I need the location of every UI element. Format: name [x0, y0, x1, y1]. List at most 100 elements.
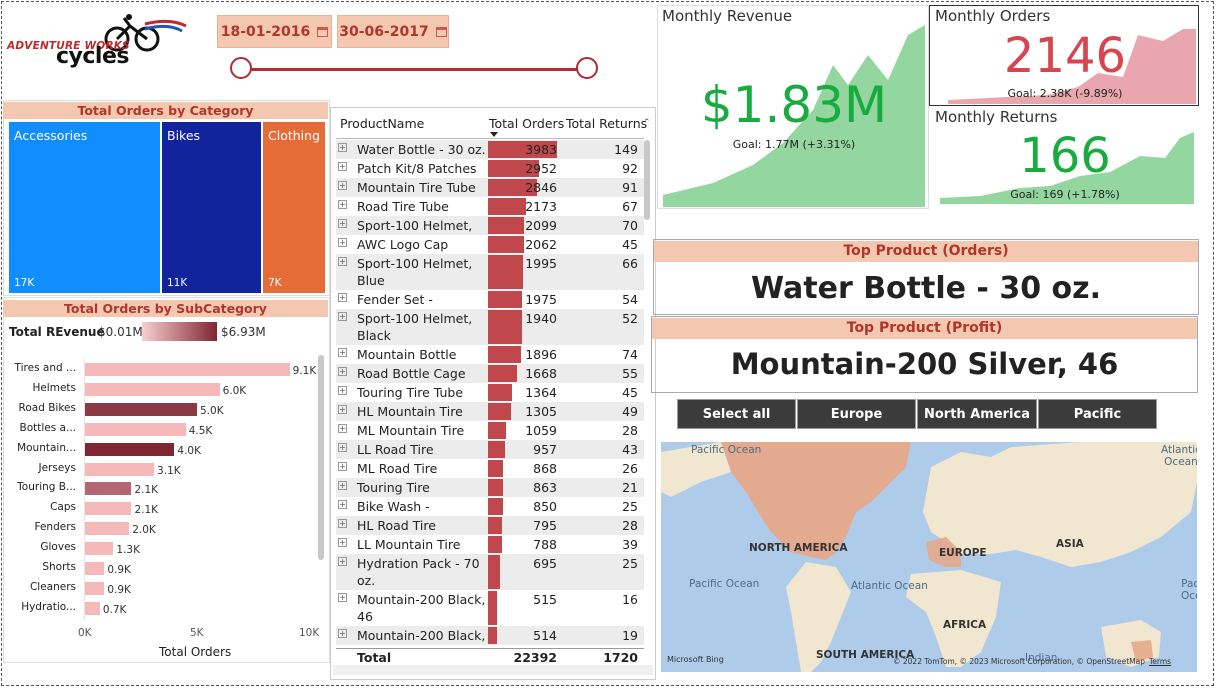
expand-icon[interactable]: +	[338, 312, 347, 321]
expand-icon[interactable]: +	[338, 424, 347, 433]
date-slider-start-handle[interactable]	[230, 57, 252, 79]
product-returns: 52	[622, 311, 638, 326]
table-row[interactable]: + Mountain-200 Black, 514 19	[336, 626, 644, 645]
expand-icon[interactable]: +	[338, 200, 347, 209]
product-name: LL Road Tire	[357, 442, 434, 457]
table-row[interactable]: + Mountain Tire Tube 2846 91	[336, 178, 644, 197]
expand-icon[interactable]: +	[338, 405, 347, 414]
end-date-field[interactable]: 30-06-2017	[337, 15, 449, 48]
product-name: Road Tire Tube	[357, 199, 449, 214]
table-row[interactable]: +Bike Wash - Dissolver85025	[336, 497, 644, 531]
expand-icon[interactable]: +	[338, 293, 347, 302]
expand-icon[interactable]: +	[338, 519, 347, 528]
expand-icon[interactable]: +	[338, 629, 347, 638]
total-divider	[336, 648, 644, 649]
expand-icon[interactable]: +	[338, 181, 347, 190]
table-row[interactable]: + Touring Tire 863 21	[336, 478, 644, 497]
table-scrollbar[interactable]	[644, 140, 650, 220]
expand-icon[interactable]: +	[338, 557, 347, 566]
table-row[interactable]: + Road Bottle Cage 1668 55	[336, 364, 644, 383]
table-row[interactable]: +Mountain Bottle Cage189674	[336, 345, 644, 379]
product-orders: 695	[533, 556, 557, 571]
top-profit-card	[651, 316, 1198, 393]
table-row[interactable]: + LL Mountain Tire 788 39	[336, 535, 644, 554]
table-row[interactable]: + Water Bottle - 30 oz. 3983 149	[336, 140, 644, 159]
map-label-africa: AFRICA	[943, 619, 987, 631]
expand-icon[interactable]: +	[338, 162, 347, 171]
table-row[interactable]: + ML Mountain Tire 1059 28	[336, 421, 644, 440]
col-header-orders[interactable]: Total Orders	[489, 116, 565, 131]
tile-label: Accessories	[14, 128, 88, 143]
pacific-button[interactable]: Pacific	[1038, 399, 1157, 429]
revenue-goal: Goal: 1.77M (+3.31%)	[732, 138, 856, 151]
table-row[interactable]: + Sport-100 Helmet, Black 1940 52	[336, 309, 644, 345]
table-row[interactable]: + Sport-100 Helmet, 2099 70	[336, 216, 644, 235]
map-label-pacific-left: Pacific Ocean	[691, 444, 762, 456]
product-orders: 1896	[525, 347, 557, 362]
table-row[interactable]: + Touring Tire Tube 1364 45	[336, 383, 644, 402]
expand-icon[interactable]: +	[338, 238, 347, 247]
expand-icon[interactable]: +	[338, 500, 347, 509]
table-row[interactable]: + AWC Logo Cap 2062 45	[336, 235, 644, 254]
expand-icon[interactable]: +	[338, 257, 347, 266]
product-orders: 2173	[525, 199, 557, 214]
returns-title: Monthly Returns	[935, 108, 1058, 126]
scroll-up-icon[interactable]: ⌃	[643, 118, 651, 128]
product-name: Water Bottle - 30 oz.	[357, 142, 486, 157]
orders-data-bar	[488, 217, 525, 234]
map-terms-link[interactable]: Terms	[1149, 657, 1172, 666]
orders-data-bar	[488, 479, 503, 496]
product-orders: 957	[533, 442, 557, 457]
table-row[interactable]: + Mountain-200 Black, 46 515 16	[336, 590, 644, 626]
expand-icon[interactable]: +	[338, 143, 347, 152]
expand-icon[interactable]: +	[338, 348, 347, 357]
europe-button[interactable]: Europe	[797, 399, 916, 429]
calendar-icon[interactable]	[317, 26, 329, 37]
product-returns: 26	[622, 461, 638, 476]
map-label-south-america: SOUTH AMERICA	[816, 649, 915, 661]
x-tick: 5K	[190, 627, 204, 639]
expand-icon[interactable]: +	[338, 593, 347, 602]
table-row[interactable]: + HL Mountain Tire 1305 49	[336, 402, 644, 421]
expand-icon[interactable]: +	[338, 481, 347, 490]
sales-map[interactable]: Pacific Ocean Atlantic Ocean NORTH AMERI…	[661, 442, 1197, 672]
table-row[interactable]: + ML Road Tire 868 26	[336, 459, 644, 478]
product-name: ML Road Tire	[357, 461, 438, 476]
expand-icon[interactable]: +	[338, 386, 347, 395]
calendar-icon[interactable]	[435, 26, 447, 37]
col-header-returns[interactable]: Total Returns	[566, 116, 648, 131]
north-america-button[interactable]: North America	[917, 399, 1037, 429]
date-range-slider-track[interactable]	[243, 68, 587, 71]
table-row[interactable]: + LL Road Tire 957 43	[336, 440, 644, 459]
product-returns: 74	[622, 347, 638, 362]
expand-icon[interactable]: +	[338, 538, 347, 547]
product-returns: 92	[622, 161, 638, 176]
subcategory-chart-title: Total Orders by SubCategory	[3, 300, 328, 317]
orders-data-bar	[488, 198, 526, 215]
treemap-tile-bikes[interactable]: Bikes 11K	[162, 122, 261, 293]
treemap-tile-clothing[interactable]: Clothing 7K	[263, 122, 325, 293]
returns-area-chart	[940, 132, 1194, 204]
product-orders: 863	[533, 480, 557, 495]
table-row[interactable]: + Patch Kit/8 Patches 2952 92	[336, 159, 644, 178]
table-row[interactable]: + Fender Set - 1975 54	[336, 290, 644, 309]
subcategory-scrollbar[interactable]	[318, 355, 324, 560]
table-row[interactable]: + HL Road Tire 795 28	[336, 516, 644, 535]
table-row[interactable]: + Hydration Pack - 70 oz. 695 25	[336, 554, 644, 590]
table-hscrollbar[interactable]	[333, 665, 653, 675]
col-header-product[interactable]: ProductName	[340, 116, 425, 131]
cyclist-icon	[104, 14, 187, 52]
expand-icon[interactable]: +	[338, 462, 347, 471]
expand-icon[interactable]: +	[338, 219, 347, 228]
select-all-button[interactable]: Select all	[677, 399, 796, 429]
expand-icon[interactable]: +	[338, 367, 347, 376]
expand-icon[interactable]: +	[338, 443, 347, 452]
date-slider-end-handle[interactable]	[576, 57, 598, 79]
treemap-tile-accessories[interactable]: Accessories 17K	[9, 122, 160, 293]
table-row[interactable]: + Road Tire Tube 2173 67	[336, 197, 644, 216]
table-row[interactable]: + Sport-100 Helmet, Blue 1995 66	[336, 254, 644, 290]
orders-data-bar	[488, 517, 502, 534]
product-name: Sport-100 Helmet, Black	[357, 311, 473, 343]
product-name: Touring Tire Tube	[357, 385, 464, 400]
start-date-field[interactable]: 18-01-2016	[217, 15, 332, 48]
